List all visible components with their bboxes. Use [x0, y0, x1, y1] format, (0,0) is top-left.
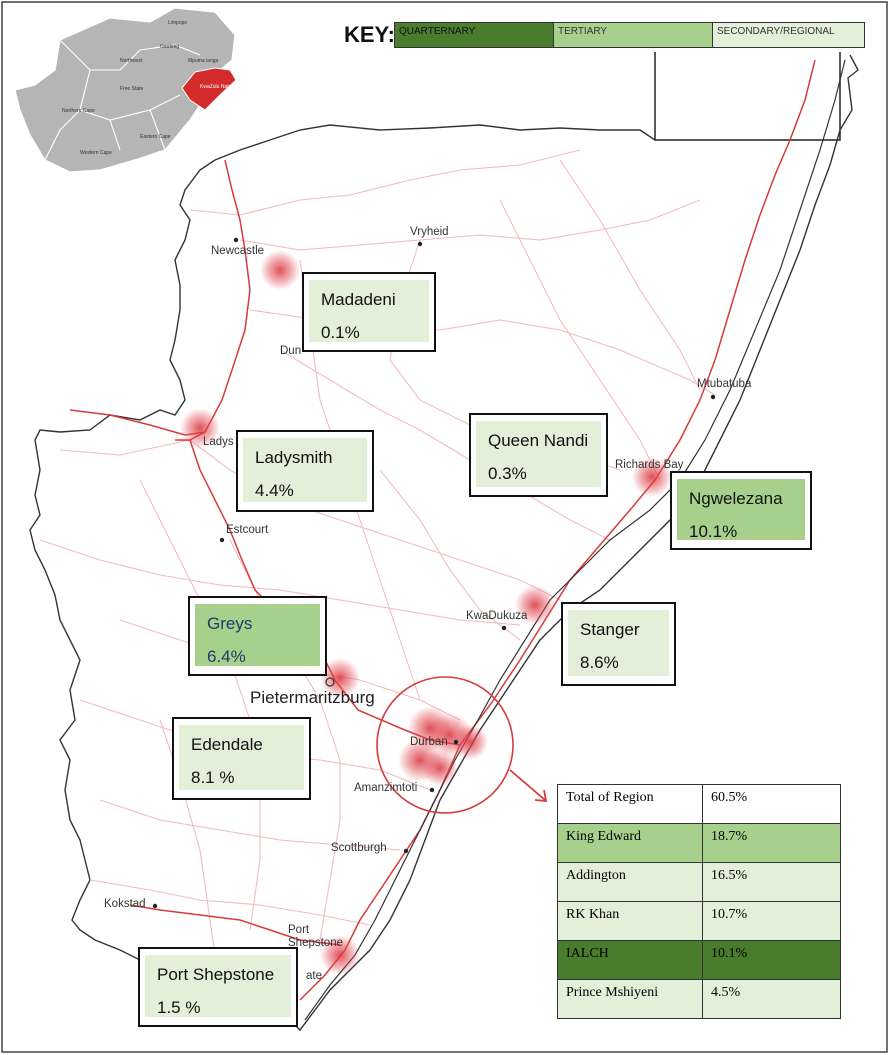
region-hospital-value: 60.5% — [702, 784, 841, 824]
table-row: IALCH 10.1% — [557, 940, 841, 980]
hospital-name: Greys — [207, 614, 253, 633]
town-kwadukuza: KwaDukuza — [466, 610, 528, 622]
hospital-value: 1.5 % — [157, 998, 201, 1017]
key-title: KEY: — [344, 22, 395, 47]
inset-south-africa — [14, 7, 237, 173]
hospital-value: 6.4% — [207, 647, 246, 666]
table-row: RK Khan 10.7% — [557, 901, 841, 941]
key-quarternary: QUARTERNARY — [394, 22, 554, 48]
hospital-port-shepstone: Port Shepstone 1.5 % — [138, 947, 298, 1027]
hospital-name: Ngwelezana — [689, 489, 783, 508]
hospital-value: 4.4% — [255, 481, 294, 500]
town-pietermaritzburg: Pietermaritzburg — [250, 688, 375, 707]
inset-label-kzn: KwaZulu Natal — [200, 84, 233, 90]
inset-label-gauteng: Gauteng — [160, 44, 180, 50]
hospital-stanger: Stanger 8.6% — [561, 602, 676, 686]
town-durban: Durban — [410, 736, 448, 748]
table-row: Addington 16.5% — [557, 862, 841, 902]
hospital-name: Ladysmith — [255, 448, 333, 467]
inset-label-mpumalanga: Mpuma langa — [188, 58, 219, 64]
hospital-value: 8.1 % — [191, 768, 235, 787]
town-scottburgh: Scottburgh — [331, 842, 387, 854]
table-row: Total of Region 60.5% — [557, 784, 841, 824]
region-hospital-name: Prince Mshiyeni — [557, 979, 703, 1019]
hospital-madadeni: Madadeni 0.1% — [302, 272, 436, 352]
callout-arrow — [509, 769, 546, 801]
town-ladysmith: Ladys — [203, 436, 234, 448]
town-mtubatuba: Mtubatuba — [697, 378, 752, 390]
hospital-value: 0.1% — [321, 323, 360, 342]
inset-label-western-cape: Western Cape — [80, 150, 112, 156]
hospital-edendale: Edendale 8.1 % — [172, 717, 311, 800]
region-hospital-value: 18.7% — [702, 823, 841, 863]
hospital-ladysmith: Ladysmith 4.4% — [236, 430, 374, 512]
coastline — [304, 59, 846, 1021]
province-outline — [29, 54, 859, 1032]
town-dundee: Dun — [280, 345, 302, 357]
hospital-name: Edendale — [191, 735, 263, 754]
hospital-name: Port Shepstone — [157, 965, 275, 984]
table-row: Prince Mshiyeni 4.5% — [557, 979, 841, 1019]
region-hospital-name: RK Khan — [557, 901, 703, 941]
callout-arrow-head — [534, 789, 548, 803]
town-port-shepstone: Port Shepstone — [288, 924, 343, 949]
hospital-greys: Greys 6.4% — [188, 596, 327, 676]
inset-label-northwest: Northwest — [120, 58, 143, 64]
inset-label-limpopo: Limpopo — [168, 20, 188, 26]
hospital-queen-nandi: Queen Nandi 0.3% — [469, 413, 608, 497]
region-hospital-name: IALCH — [557, 940, 703, 980]
region-hospital-value: 4.5% — [702, 979, 841, 1019]
hospital-value: 0.3% — [488, 464, 527, 483]
hospital-name: Queen Nandi — [488, 431, 589, 450]
key-tertiary: TERTIARY — [553, 22, 713, 48]
hospital-value: 8.6% — [580, 653, 619, 672]
durban-region-table: Total of Region 60.5% King Edward 18.7% … — [557, 784, 841, 1019]
inset-frame-line — [654, 52, 841, 141]
town-richards-bay: Richards Bay — [615, 459, 684, 471]
hospital-value: 10.1% — [689, 522, 738, 541]
pmb-marker — [325, 677, 335, 687]
region-hospital-name: Addington — [557, 862, 703, 902]
table-row: King Edward 18.7% — [557, 823, 841, 863]
region-hospital-value: 10.1% — [702, 940, 841, 980]
town-estcourt: Estcourt — [226, 524, 269, 536]
region-hospital-value: 10.7% — [702, 901, 841, 941]
hospital-name: Stanger — [580, 620, 640, 639]
hotspots — [180, 250, 672, 975]
region-hospital-value: 16.5% — [702, 862, 841, 902]
town-kokstad: Kokstad — [104, 898, 146, 910]
town-margate: ate — [306, 970, 322, 982]
inset-label-eastern-cape: Eastern Cape — [140, 134, 171, 140]
inset-label-northern-cape: Northern Cape — [62, 108, 95, 114]
region-hospital-name: King Edward — [557, 823, 703, 863]
town-amanzimtoti: Amanzimtoti — [354, 782, 418, 794]
region-hospital-name: Total of Region — [557, 784, 703, 824]
hospital-ngwelezana: Ngwelezana 10.1% — [670, 471, 812, 550]
inset-label-freestate: Free State — [120, 86, 144, 92]
hospital-name: Madadeni — [321, 290, 396, 309]
town-newcastle: Newcastle — [211, 245, 265, 257]
durban-highlight-circle — [376, 676, 514, 814]
town-vryheid: Vryheid — [410, 226, 449, 238]
key-secondary-regional: SECONDARY/REGIONAL — [712, 22, 865, 48]
